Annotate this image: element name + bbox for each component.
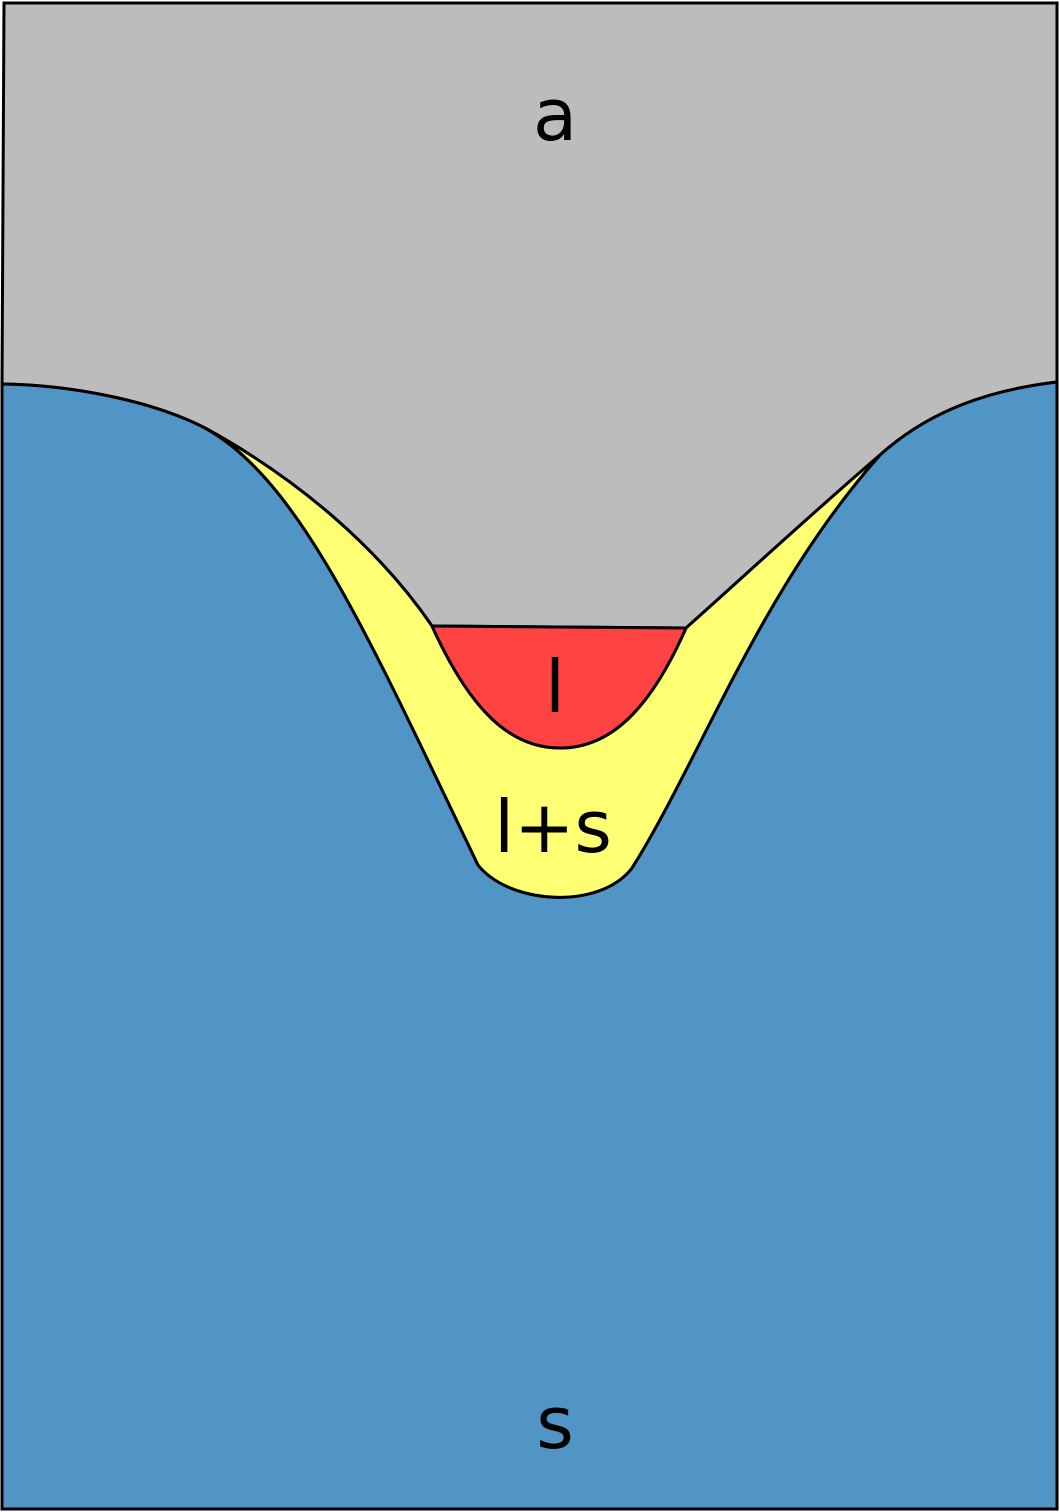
liquid-region [429, 624, 689, 750]
air-label: a [533, 73, 577, 157]
solid-label: s [536, 1381, 574, 1465]
liquid-label: l [545, 645, 565, 729]
mushy-zone-label: l+s [494, 785, 612, 869]
